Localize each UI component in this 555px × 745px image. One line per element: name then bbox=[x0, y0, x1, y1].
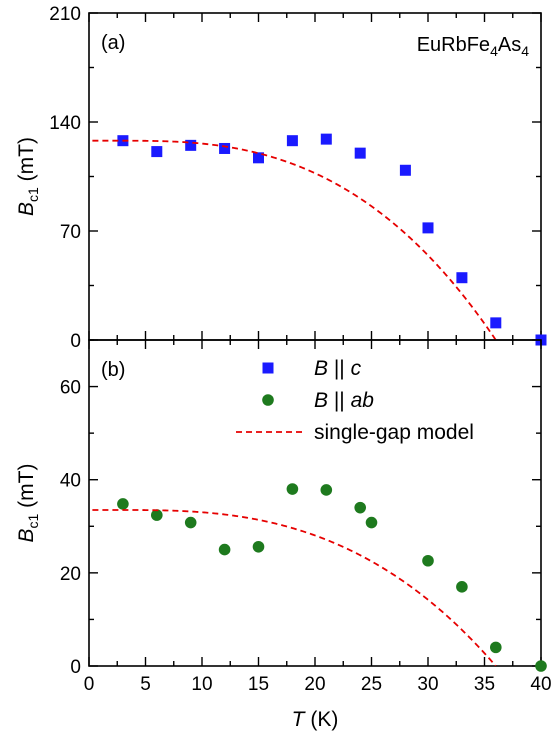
data-point-square bbox=[456, 272, 468, 284]
compound-label-subscript: 4 bbox=[521, 43, 529, 59]
data-point-square bbox=[354, 147, 366, 159]
y-axis-title: Bc1 (mT) bbox=[15, 137, 41, 216]
compound-label-part: As bbox=[498, 34, 521, 56]
data-point-circle bbox=[286, 483, 299, 495]
x-tick-label: 40 bbox=[530, 674, 551, 695]
legend-label-symbol: B bbox=[314, 357, 328, 380]
y-tick-label: 140 bbox=[49, 113, 81, 134]
y-axis-title-subscript: c1 bbox=[25, 187, 41, 202]
y-tick-label: 0 bbox=[70, 657, 81, 678]
data-point-circle bbox=[184, 516, 197, 529]
data-point-circle bbox=[320, 484, 333, 496]
legend-label-direction: c bbox=[351, 357, 362, 380]
data-point-circle bbox=[117, 498, 129, 510]
data-point-circle bbox=[365, 516, 378, 529]
y-axis-title-subscript: c1 bbox=[25, 513, 41, 528]
data-point-circle bbox=[490, 641, 502, 654]
data-point-square bbox=[320, 133, 332, 145]
y-tick-label: 40 bbox=[60, 471, 81, 492]
y-axis-title: Bc1 (mT) bbox=[15, 464, 41, 543]
y-axis-title-unit: (mT) bbox=[15, 137, 38, 187]
y-tick-label: 70 bbox=[60, 222, 81, 243]
model-curve bbox=[92, 509, 497, 666]
x-tick-label: 25 bbox=[361, 674, 382, 695]
x-tick-label: 10 bbox=[191, 674, 212, 695]
y-tick-label: 0 bbox=[70, 331, 81, 352]
y-axis-title-symbol: B bbox=[15, 528, 38, 542]
data-point-square bbox=[185, 139, 197, 151]
legend-marker-square bbox=[262, 362, 274, 374]
data-point-circle bbox=[252, 540, 265, 553]
panel-label: (b) bbox=[101, 359, 125, 381]
y-axis-title-unit: (mT) bbox=[15, 464, 38, 514]
plot-frame bbox=[88, 12, 542, 341]
data-point-circle bbox=[456, 581, 468, 593]
data-point-square bbox=[490, 317, 502, 329]
x-tick-label: 15 bbox=[248, 674, 269, 695]
legend-label: B || c bbox=[314, 357, 362, 380]
x-tick-label: 0 bbox=[84, 674, 95, 695]
y-tick-label: 20 bbox=[60, 564, 81, 585]
compound-label: EuRbFe4As4 bbox=[417, 34, 530, 59]
x-axis-title: T (K) bbox=[292, 708, 339, 731]
compound-label-part: EuRbFe bbox=[417, 34, 490, 56]
legend-label: B || ab bbox=[314, 389, 374, 412]
legend-label-sep: || bbox=[328, 357, 351, 380]
x-axis-title-unit: (K) bbox=[305, 708, 339, 731]
x-tick-label: 20 bbox=[304, 674, 325, 695]
y-tick-label: 210 bbox=[49, 4, 81, 25]
data-point-square bbox=[151, 146, 163, 158]
data-point-circle bbox=[354, 501, 367, 514]
x-tick-label: 30 bbox=[417, 674, 438, 695]
data-point-circle bbox=[535, 660, 547, 672]
y-axis-title-symbol: B bbox=[15, 202, 38, 216]
data-point-square bbox=[286, 135, 298, 147]
panel-label: (a) bbox=[101, 32, 125, 54]
legend-label-symbol: B bbox=[314, 389, 328, 412]
legend-label-sep: || bbox=[328, 389, 351, 412]
data-point-square bbox=[219, 142, 231, 154]
legend-marker-circle bbox=[262, 394, 274, 406]
data-point-circle bbox=[151, 509, 163, 521]
legend-label: single-gap model bbox=[314, 421, 474, 444]
x-axis-title-symbol: T bbox=[292, 708, 307, 731]
legend-label-direction: ab bbox=[351, 389, 375, 412]
data-point-square bbox=[422, 222, 434, 234]
y-tick-label: 60 bbox=[60, 378, 81, 399]
x-tick-label: 5 bbox=[140, 674, 151, 695]
panel-b: 0 20 40 60 0 5 10 15 20 25 30 35 40 Bc1 (mT) T (K) (b) B… bbox=[15, 339, 552, 731]
data-point-circle bbox=[422, 554, 434, 567]
x-tick-label: 35 bbox=[474, 674, 495, 695]
data-point-square bbox=[253, 152, 264, 164]
compound-label-subscript: 4 bbox=[490, 43, 498, 59]
model-curve bbox=[92, 139, 497, 340]
data-point-circle bbox=[218, 543, 231, 556]
data-point-square bbox=[399, 164, 411, 176]
